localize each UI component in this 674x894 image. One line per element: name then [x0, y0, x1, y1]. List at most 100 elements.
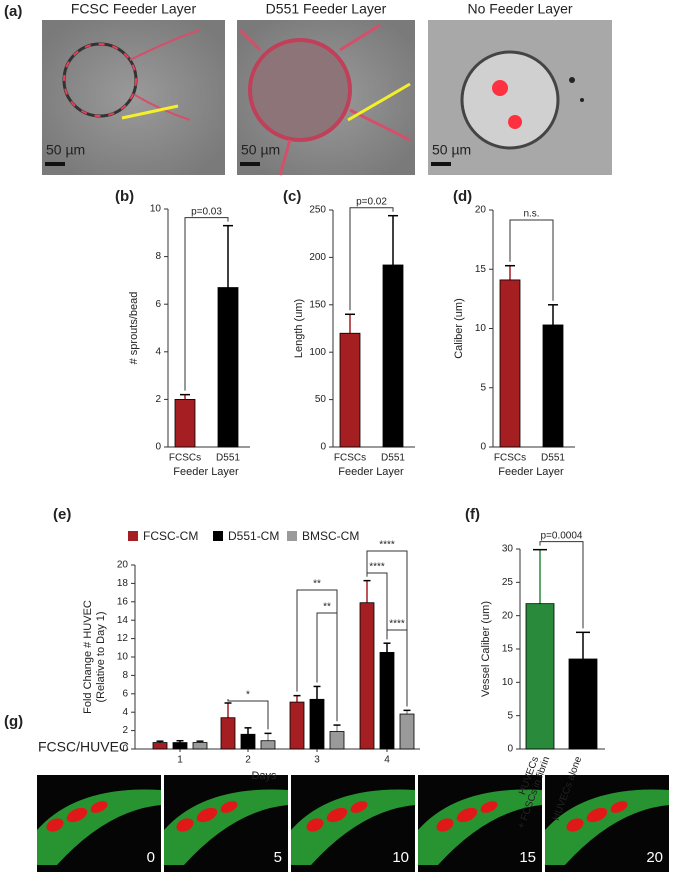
significance-bracket	[227, 699, 269, 730]
y-tick-label: 14	[117, 615, 129, 626]
panel-label: (d)	[453, 188, 472, 205]
bar	[289, 701, 305, 750]
frame-time: 20	[646, 849, 663, 866]
red-cell	[326, 807, 348, 823]
significance-bracket	[539, 541, 584, 629]
y-tick-label: 0	[507, 744, 513, 755]
significance-label: ****	[369, 562, 385, 573]
bar	[568, 658, 598, 750]
red-cell	[46, 818, 64, 832]
frame-time: 15	[519, 849, 536, 866]
significance-bracket	[366, 572, 388, 640]
x-tick-label: 4	[384, 755, 390, 766]
red-cell	[196, 807, 218, 823]
red-cell	[220, 801, 238, 813]
x-tick-label: D551	[381, 453, 405, 464]
scale-label: 50 µm	[241, 142, 280, 158]
panel-label: (g)	[4, 713, 23, 730]
panel-title-part: HUVEC	[80, 739, 129, 755]
time-lapse-frames	[37, 775, 669, 872]
significance-label: p=0.03	[191, 206, 222, 217]
green-cells	[164, 789, 288, 865]
y-tick-label: 16	[117, 596, 129, 607]
y-tick-label: 8	[155, 251, 161, 262]
red-cell	[586, 807, 608, 823]
y-tick-label: 10	[150, 204, 162, 215]
red-cell	[436, 818, 454, 832]
legend-label: BMSC-CM	[302, 529, 359, 543]
significance-bracket	[316, 612, 338, 722]
bar	[499, 279, 521, 448]
x-tick-label: D551	[541, 453, 565, 464]
red-cell	[456, 807, 478, 823]
y-tick-label: 8	[122, 670, 128, 681]
bar	[174, 398, 196, 448]
y-tick-label: 250	[309, 205, 326, 216]
scale-label: 50 µm	[432, 142, 471, 158]
y-axis-label: Vessel Caliber (um)	[480, 601, 492, 697]
y-tick-label: 10	[117, 652, 129, 663]
significance-label: ****	[389, 619, 405, 630]
y-tick-label: 2	[122, 725, 128, 736]
bar	[217, 287, 239, 448]
y-axis-label: Length (um)	[293, 299, 305, 358]
bar	[382, 264, 404, 448]
bar	[240, 733, 256, 750]
green-cells	[37, 789, 161, 865]
bar	[359, 602, 375, 750]
significance-label: **	[313, 579, 321, 590]
y-tick-label: 15	[502, 644, 514, 655]
bar	[525, 603, 555, 750]
x-tick-label: FCSCs	[334, 453, 366, 464]
x-axis-label: Feeder Layer	[338, 466, 404, 478]
y-tick-label: 50	[315, 394, 327, 405]
y-tick-label: 6	[122, 688, 128, 699]
x-axis-label: Feeder Layer	[498, 466, 564, 478]
red-cell	[350, 801, 368, 813]
y-tick-label: 20	[117, 560, 129, 571]
significance-bracket	[349, 207, 394, 311]
x-tick-label: 3	[314, 755, 320, 766]
bar	[379, 652, 395, 750]
y-tick-label: 0	[122, 744, 128, 755]
significance-label: p=0.0004	[541, 530, 583, 541]
legend-swatch	[213, 531, 223, 541]
bar	[399, 713, 415, 750]
green-cells	[545, 789, 669, 865]
y-tick-label: 5	[507, 710, 513, 721]
legend-label: D551-CM	[228, 529, 279, 543]
green-cells	[291, 789, 415, 865]
legend-swatch	[287, 531, 297, 541]
bar	[192, 742, 208, 750]
y-tick-label: 15	[475, 264, 487, 275]
significance-label: ****	[379, 540, 395, 551]
y-axis-label: (Relative to Day 1)	[95, 611, 107, 702]
image-title: FCSC Feeder Layer	[71, 1, 197, 17]
frame-time: 10	[392, 849, 409, 866]
green-cells	[418, 789, 542, 865]
image-title: No Feeder Layer	[467, 1, 572, 17]
panel-label: (a)	[4, 3, 22, 20]
significance-label: **	[323, 602, 331, 613]
bar	[220, 717, 236, 750]
bar	[542, 324, 564, 448]
panel-label: (b)	[115, 188, 134, 205]
significance-bracket	[386, 629, 408, 707]
bar	[339, 332, 361, 448]
y-tick-label: 12	[117, 633, 129, 644]
red-cell	[610, 801, 628, 813]
x-tick-label: FCSCs	[494, 453, 526, 464]
y-tick-label: 4	[122, 707, 128, 718]
image-title: D551 Feeder Layer	[266, 1, 387, 17]
red-cell	[66, 807, 88, 823]
frame-time: 0	[147, 849, 155, 866]
y-axis-label: Fold Change # HUVEC	[82, 600, 94, 714]
y-axis-label: Caliber (um)	[453, 298, 465, 359]
red-cell	[90, 801, 108, 813]
y-tick-label: 150	[309, 299, 326, 310]
x-tick-label: D551	[216, 453, 240, 464]
red-cell	[480, 801, 498, 813]
bar	[260, 740, 276, 750]
significance-label: n.s.	[523, 209, 539, 220]
